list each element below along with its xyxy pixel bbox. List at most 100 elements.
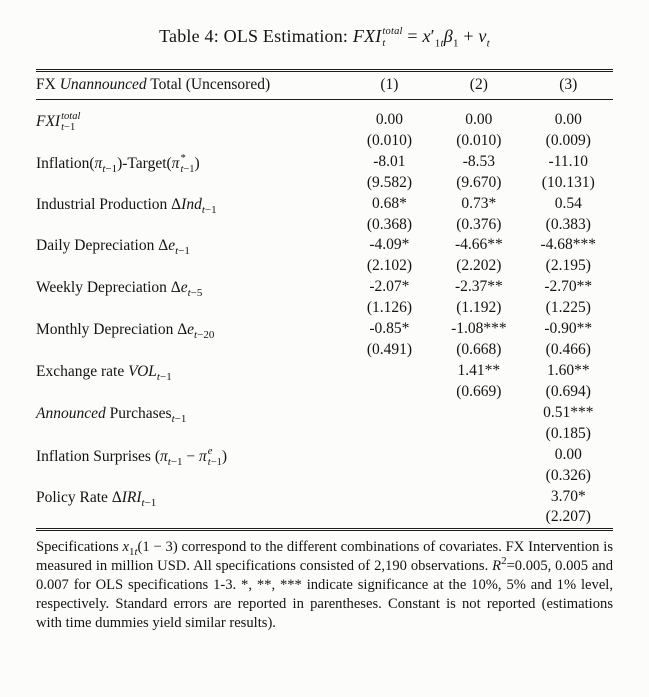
se-cell: (0.376)	[456, 215, 502, 233]
coef-cell: -0.90**	[544, 320, 593, 338]
se-cell: (0.326)	[545, 466, 591, 484]
se-cell: (9.582)	[366, 173, 413, 191]
se-row: (9.582) (9.670) (10.131)	[36, 173, 613, 194]
se-row: (0.185)	[36, 424, 613, 445]
se-row: (1.126) (1.192) (1.225)	[36, 298, 613, 319]
table-notes: Specifications x1t(1 − 3) correspond to …	[36, 539, 613, 632]
se-cell	[434, 424, 523, 445]
se-cell: (1.225)	[545, 299, 591, 317]
coef-cell: 0.00	[465, 110, 493, 128]
coef-row: Monthly Depreciation Δet−20 -0.85* -1.08…	[36, 319, 613, 341]
se-cell: (0.669)	[456, 382, 502, 400]
se-cell: (0.383)	[545, 215, 591, 233]
se-cell: (0.694)	[545, 382, 591, 400]
coef-cell: -8.01	[373, 152, 406, 170]
coef-cell: -1.08***	[451, 320, 507, 338]
variable-label: Exchange rate VOLt−1	[36, 362, 172, 384]
coef-cell: 0.00	[554, 110, 582, 128]
se-row: (0.491) (0.668) (0.466)	[36, 340, 613, 361]
se-cell: (10.131)	[541, 173, 595, 191]
coef-cell: -11.10	[548, 152, 588, 170]
se-cell: (0.010)	[366, 131, 413, 149]
coef-cell	[434, 487, 523, 508]
se-cell: (2.102)	[366, 257, 413, 275]
se-cell	[434, 507, 523, 529]
coef-row: Weekly Depreciation Δet−5 -2.07* -2.37**…	[36, 277, 613, 299]
coef-cell: 0.54	[554, 194, 582, 212]
se-cell: (2.195)	[545, 257, 591, 275]
column-header-3: (3)	[523, 70, 613, 101]
coef-cell: 0.51***	[543, 403, 594, 421]
se-row: (0.010) (0.010) (0.009)	[36, 131, 613, 152]
se-row: (2.207)	[36, 507, 613, 529]
coef-cell	[345, 445, 434, 466]
coef-cell: 1.41**	[457, 361, 501, 379]
coef-row: Announced Purchasest−1 0.51***	[36, 403, 613, 425]
coef-row: Inflation(πt−1)-Target(π * t−1) -8.01 -8.5…	[36, 152, 613, 176]
se-cell: (0.466)	[545, 341, 591, 359]
se-cell	[345, 382, 434, 403]
variable-label: Industrial Production ΔIndt−1	[36, 195, 217, 216]
se-cell	[345, 507, 434, 529]
coef-cell: -2.70**	[544, 278, 593, 296]
se-row: (0.669) (0.694)	[36, 382, 613, 403]
coef-cell: 0.73*	[461, 194, 497, 212]
coef-row: Inflation Surprises (πt−1 − π e t−1) 0.00	[36, 445, 613, 469]
se-row: (2.102) (2.202) (2.195)	[36, 256, 613, 277]
se-cell: (1.126)	[366, 299, 413, 317]
se-cell: (9.670)	[456, 173, 502, 191]
coef-row: Daily Depreciation Δet−1 -4.09* -4.66** …	[36, 235, 613, 257]
coef-cell	[434, 403, 523, 424]
coef-cell: -4.68***	[540, 236, 597, 254]
se-row: (0.326)	[36, 466, 613, 487]
coef-cell: -2.37**	[454, 278, 503, 296]
column-header-1: (1)	[344, 70, 435, 101]
table-title: Table 4: OLS Estimation: FXI total t = x′1…	[159, 26, 490, 50]
coef-cell: 0.68*	[371, 194, 407, 212]
variable-label: Monthly Depreciation Δet−20	[36, 321, 215, 342]
variable-label: Announced Purchasest−1	[36, 404, 187, 425]
se-cell: (0.368)	[366, 215, 413, 233]
se-cell	[345, 424, 434, 445]
se-cell: (0.009)	[545, 131, 591, 149]
se-cell: (0.010)	[456, 131, 502, 149]
se-cell: (2.207)	[545, 508, 591, 526]
coef-row: Policy Rate ΔIRIt−1 3.70*	[36, 487, 613, 509]
se-cell: (2.202)	[456, 257, 502, 275]
column-header-2: (2)	[434, 70, 524, 101]
coef-cell: -4.09*	[369, 236, 410, 254]
coef-cell: 0.00	[554, 445, 582, 463]
spacer-row	[36, 100, 613, 110]
coef-cell: 0.00	[375, 110, 403, 128]
coef-cell: 3.70*	[550, 487, 586, 505]
coef-row: FXI total t−1 0.00 0.00 0.00	[36, 110, 613, 134]
variable-label: Policy Rate ΔIRIt−1	[36, 488, 157, 509]
coef-cell: -2.07*	[369, 278, 410, 296]
regression-table: FX Unannounced Total (Uncensored) (1) (2…	[36, 69, 613, 532]
se-row: (0.368) (0.376) (0.383)	[36, 215, 613, 236]
variable-label: FXI total t−1	[36, 110, 81, 134]
coef-cell: -8.53	[462, 152, 495, 170]
paper-page: Table 4: OLS Estimation: FXI total t = x′1…	[36, 26, 613, 632]
se-cell: (1.192)	[456, 299, 502, 317]
coef-cell: 1.60**	[546, 361, 590, 379]
coef-cell	[345, 487, 434, 508]
se-cell: (0.185)	[545, 424, 591, 442]
coef-cell	[345, 403, 434, 424]
se-cell	[434, 466, 523, 487]
table-header-label: FX Unannounced Total (Uncensored)	[36, 70, 345, 101]
coef-cell	[345, 361, 434, 382]
coef-row: Exchange rate VOLt−1 1.41** 1.60**	[36, 361, 613, 383]
coef-cell	[434, 445, 523, 466]
se-cell	[345, 466, 434, 487]
coef-cell: -0.85*	[369, 320, 410, 338]
coef-cell: -4.66**	[454, 236, 503, 254]
variable-label: Inflation Surprises (πt−1 − π e t−1)	[36, 445, 228, 469]
variable-label: Weekly Depreciation Δet−5	[36, 279, 203, 300]
table-header-row: FX Unannounced Total (Uncensored) (1) (2…	[36, 70, 613, 101]
variable-label: Daily Depreciation Δet−1	[36, 237, 190, 258]
se-cell: (0.491)	[366, 341, 413, 359]
se-cell: (0.668)	[456, 341, 502, 359]
variable-label: Inflation(πt−1)-Target(π * t−1)	[36, 152, 200, 176]
coef-row: Industrial Production ΔIndt−1 0.68* 0.73…	[36, 194, 613, 216]
